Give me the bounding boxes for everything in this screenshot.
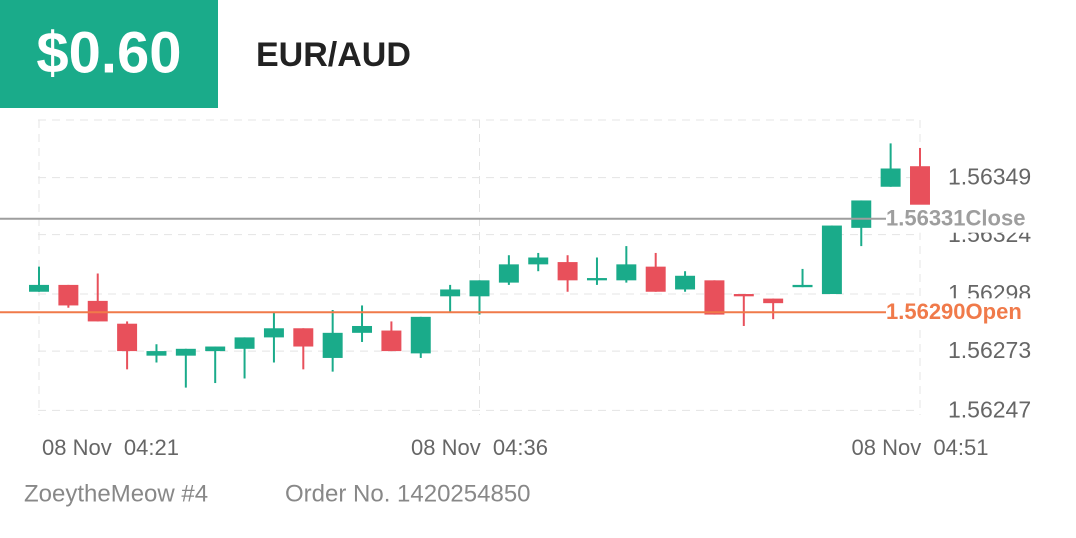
badge: [0, 0, 218, 108]
candle-body: [293, 328, 314, 347]
candle-body: [146, 351, 167, 356]
candle-body: [821, 225, 842, 295]
candle-body: [29, 284, 49, 292]
candle-body: [205, 346, 226, 352]
candle-body: [352, 325, 373, 333]
candle-body: [557, 262, 578, 281]
candle-body: [381, 330, 402, 352]
candle-body: [322, 332, 343, 358]
candle-body: [58, 284, 79, 306]
candle-body: [586, 278, 607, 281]
candle-body: [440, 289, 461, 297]
candle-body: [704, 280, 725, 315]
y-tick-label: 1.56247: [948, 397, 1031, 423]
reference-label-bg: [886, 298, 1040, 327]
candle-body: [763, 298, 784, 304]
x-tick-label: 08 Nov 04:51: [852, 435, 989, 460]
x-tick-label: 08 Nov 04:36: [411, 435, 548, 460]
order-number: Order No. 1420254850: [285, 480, 531, 507]
symbol: EUR/AUD: [256, 36, 411, 74]
candle-body: [675, 275, 696, 290]
candle-body: [528, 257, 549, 265]
user-name: ZoeytheMeow #4: [24, 480, 208, 507]
candle-body: [410, 316, 431, 354]
reference-name: Close: [966, 206, 1026, 231]
candle-body: [910, 166, 930, 206]
candle-body: [733, 294, 754, 297]
candle-body: [469, 280, 490, 297]
candle-body: [263, 328, 284, 338]
x-tick-label: 08 Nov 04:21: [42, 435, 179, 460]
y-tick-label: 1.56349: [948, 164, 1031, 190]
reference-name: Open: [966, 299, 1022, 324]
candle-body: [880, 168, 901, 187]
candle-body: [498, 264, 519, 283]
y-tick-label: 1.56273: [948, 337, 1031, 363]
candle-body: [234, 337, 255, 349]
candle-body: [645, 266, 666, 292]
candle-body: [851, 200, 872, 228]
candle-body: [117, 323, 138, 352]
badge-amount: $0.60: [36, 20, 181, 85]
reference-label-bg: [886, 204, 1040, 233]
reference-label: 1.56331: [886, 206, 966, 231]
candle-body: [175, 348, 196, 356]
reference-label: 1.56290: [886, 299, 966, 324]
candle-body: [792, 284, 813, 288]
candle-body: [616, 264, 637, 281]
candle-body: [87, 300, 108, 322]
